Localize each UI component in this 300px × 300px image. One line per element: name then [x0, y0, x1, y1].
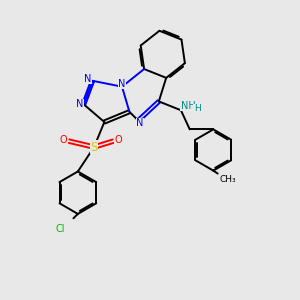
- Text: O: O: [60, 135, 68, 145]
- Text: O: O: [115, 135, 122, 145]
- Text: N: N: [136, 118, 143, 128]
- Text: N: N: [76, 99, 83, 110]
- Text: CH₃: CH₃: [220, 175, 236, 184]
- Text: N: N: [118, 79, 126, 89]
- Text: Cl: Cl: [56, 224, 65, 234]
- Text: S: S: [90, 141, 98, 154]
- Text: H: H: [194, 104, 200, 113]
- Text: NH: NH: [181, 101, 196, 111]
- Text: N: N: [85, 74, 92, 84]
